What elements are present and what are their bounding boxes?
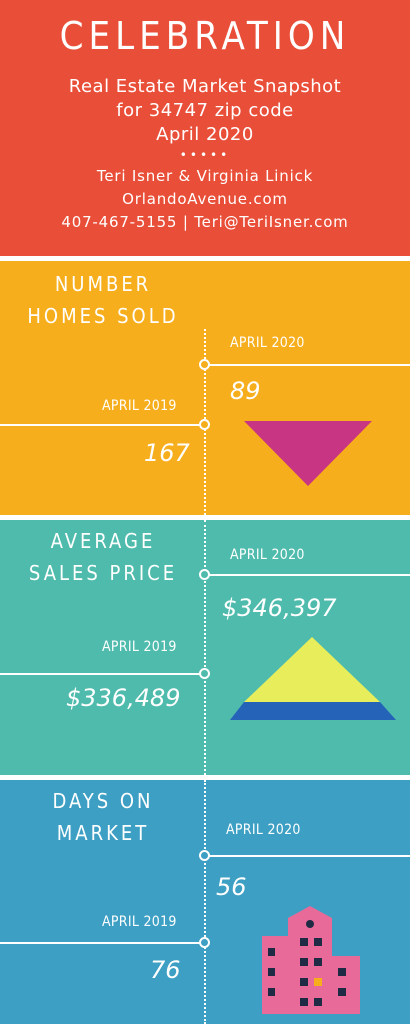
sales-price-current-label: APRIL 2020 <box>230 547 305 563</box>
sales-price-previous-value: $336,489 <box>66 684 181 712</box>
days-on-market-current-value: 56 <box>216 873 247 901</box>
previous-connector <box>0 673 204 675</box>
report-subtitle: Real Estate Market Snapshot <box>68 76 342 97</box>
current-connector <box>206 364 410 366</box>
authors: Teri Isner & Virginia Linick <box>96 167 314 185</box>
days-on-market-heading-1: DAYS ON <box>52 789 154 813</box>
header-section: CELEBRATION Real Estate Market Snapshot … <box>0 0 410 256</box>
current-node <box>199 850 210 861</box>
homes-sold-previous-label: APRIL 2019 <box>102 398 177 414</box>
down-triangle-icon <box>244 421 372 486</box>
homes-sold-current-value: 89 <box>230 377 261 405</box>
dots-divider: ••••• <box>179 148 231 162</box>
previous-node <box>199 937 210 948</box>
days-on-market-previous-label: APRIL 2019 <box>102 914 177 930</box>
building-icon <box>262 906 360 1014</box>
report-month: April 2020 <box>156 124 254 145</box>
sales-price-heading-2: SALES PRICE <box>28 561 178 585</box>
contact-info: 407-467-5155 | Teri@TeriIsner.com <box>61 213 349 231</box>
current-connector <box>206 574 410 576</box>
city-title: CELEBRATION <box>59 14 351 58</box>
previous-node <box>199 419 210 430</box>
previous-node <box>199 668 210 679</box>
homes-sold-heading-2: HOMES SOLD <box>27 304 179 328</box>
homes-sold-section: NUMBER HOMES SOLD APRIL 2020 89 APRIL 20… <box>0 261 410 515</box>
days-on-market-previous-value: 76 <box>150 956 181 984</box>
previous-connector <box>0 424 204 426</box>
zip-code-line: for 34747 zip code <box>116 100 294 121</box>
sales-price-heading-1: AVERAGE <box>50 529 156 553</box>
current-node <box>199 359 210 370</box>
homes-sold-previous-value: 167 <box>144 439 190 467</box>
website: OrlandoAvenue.com <box>122 190 288 208</box>
timeline-line <box>204 520 206 775</box>
sales-price-previous-label: APRIL 2019 <box>102 639 177 655</box>
days-on-market-section: DAYS ON MARKET APRIL 2020 56 APRIL 2019 … <box>0 780 410 1024</box>
sales-price-current-value: $346,397 <box>222 594 337 622</box>
days-on-market-current-label: APRIL 2020 <box>226 822 301 838</box>
current-node <box>199 569 210 580</box>
sales-price-section: AVERAGE SALES PRICE APRIL 2020 $346,397 … <box>0 520 410 775</box>
timeline-line <box>204 780 206 1024</box>
homes-sold-current-label: APRIL 2020 <box>230 335 305 351</box>
current-connector <box>206 855 410 857</box>
pyramid-icon <box>230 637 396 720</box>
homes-sold-heading-1: NUMBER <box>54 272 152 296</box>
previous-connector <box>0 942 204 944</box>
days-on-market-heading-2: MARKET <box>56 821 150 845</box>
